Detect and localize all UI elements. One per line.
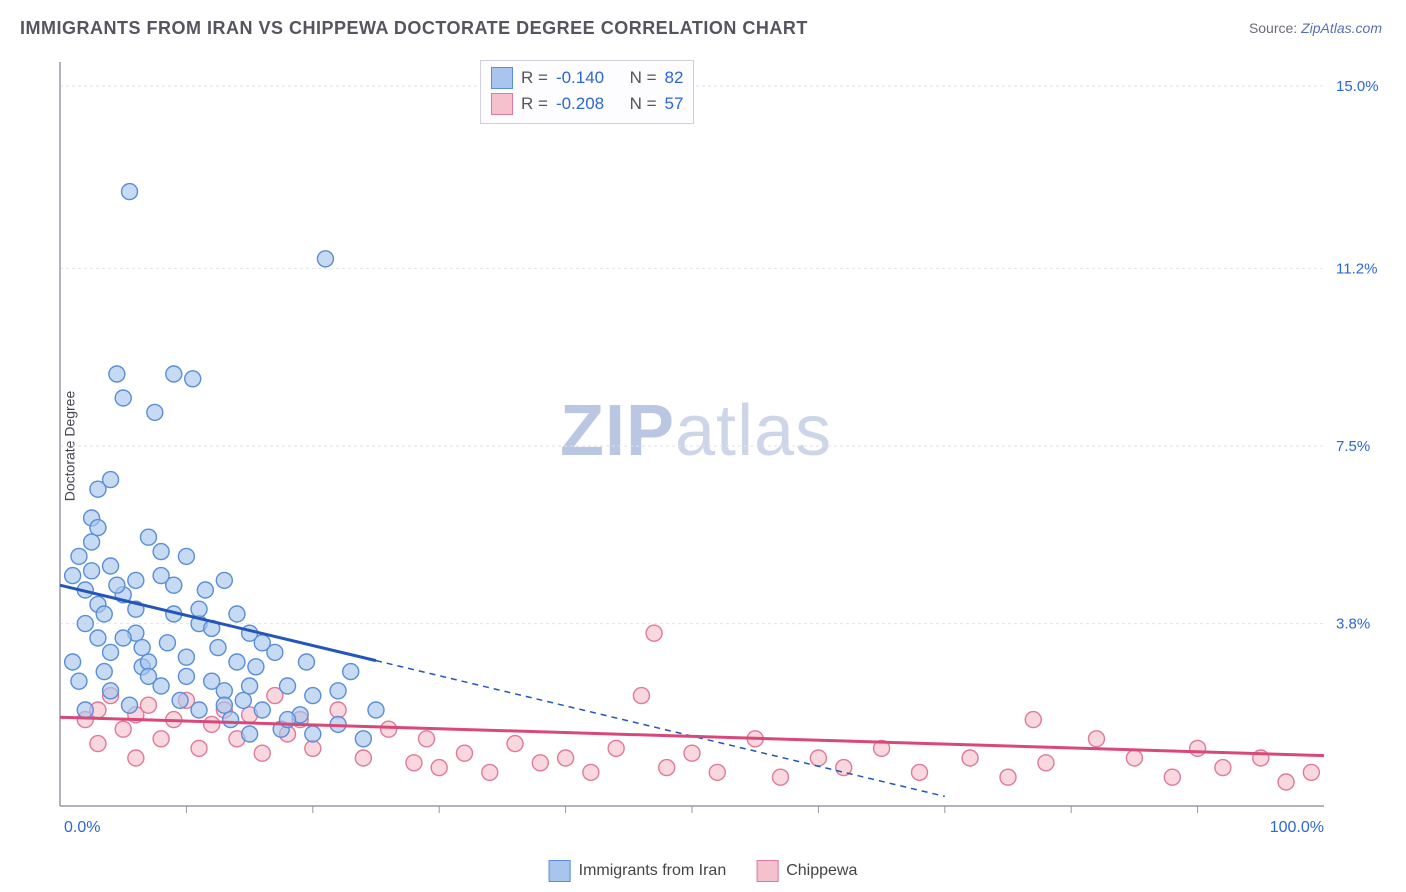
n-value-series1: 82 [665,68,684,88]
n-label: N = [630,68,657,88]
r-label: R = [521,68,548,88]
svg-text:11.2%: 11.2% [1336,260,1377,277]
stats-row-series1: R = -0.140 N = 82 [491,65,683,91]
legend-label-series1: Immigrants from Iran [579,862,727,880]
n-value-series2: 57 [665,94,684,114]
chart-area: 3.8% 7.5% 11.2% 15.0% 0.0% 100.0% [50,56,1384,852]
swatch-series2 [491,93,513,115]
legend-label-series2: Chippewa [786,862,857,880]
n-label: N = [630,94,657,114]
svg-text:0.0%: 0.0% [64,819,100,836]
svg-text:15.0%: 15.0% [1336,78,1379,95]
source-link[interactable]: ZipAtlas.com [1301,20,1382,36]
r-value-series2: -0.208 [556,94,604,114]
r-label: R = [521,94,548,114]
legend-item-series1: Immigrants from Iran [549,860,727,882]
svg-text:7.5%: 7.5% [1336,438,1370,455]
stats-row-series2: R = -0.208 N = 57 [491,91,683,117]
source-label: Source: [1249,20,1301,36]
swatch-series1 [491,67,513,89]
correlation-stats-box: R = -0.140 N = 82 R = -0.208 N = 57 [480,60,694,124]
chart-title: IMMIGRANTS FROM IRAN VS CHIPPEWA DOCTORA… [20,18,808,39]
svg-text:3.8%: 3.8% [1336,616,1370,633]
legend-item-series2: Chippewa [756,860,857,882]
bottom-legend: Immigrants from Iran Chippewa [549,860,858,882]
source-attribution: Source: ZipAtlas.com [1249,20,1382,36]
r-value-series1: -0.140 [556,68,604,88]
scatter-chart: 3.8% 7.5% 11.2% 15.0% 0.0% 100.0% [50,56,1384,852]
legend-swatch-series1 [549,860,571,882]
svg-text:100.0%: 100.0% [1270,819,1324,836]
legend-swatch-series2 [756,860,778,882]
